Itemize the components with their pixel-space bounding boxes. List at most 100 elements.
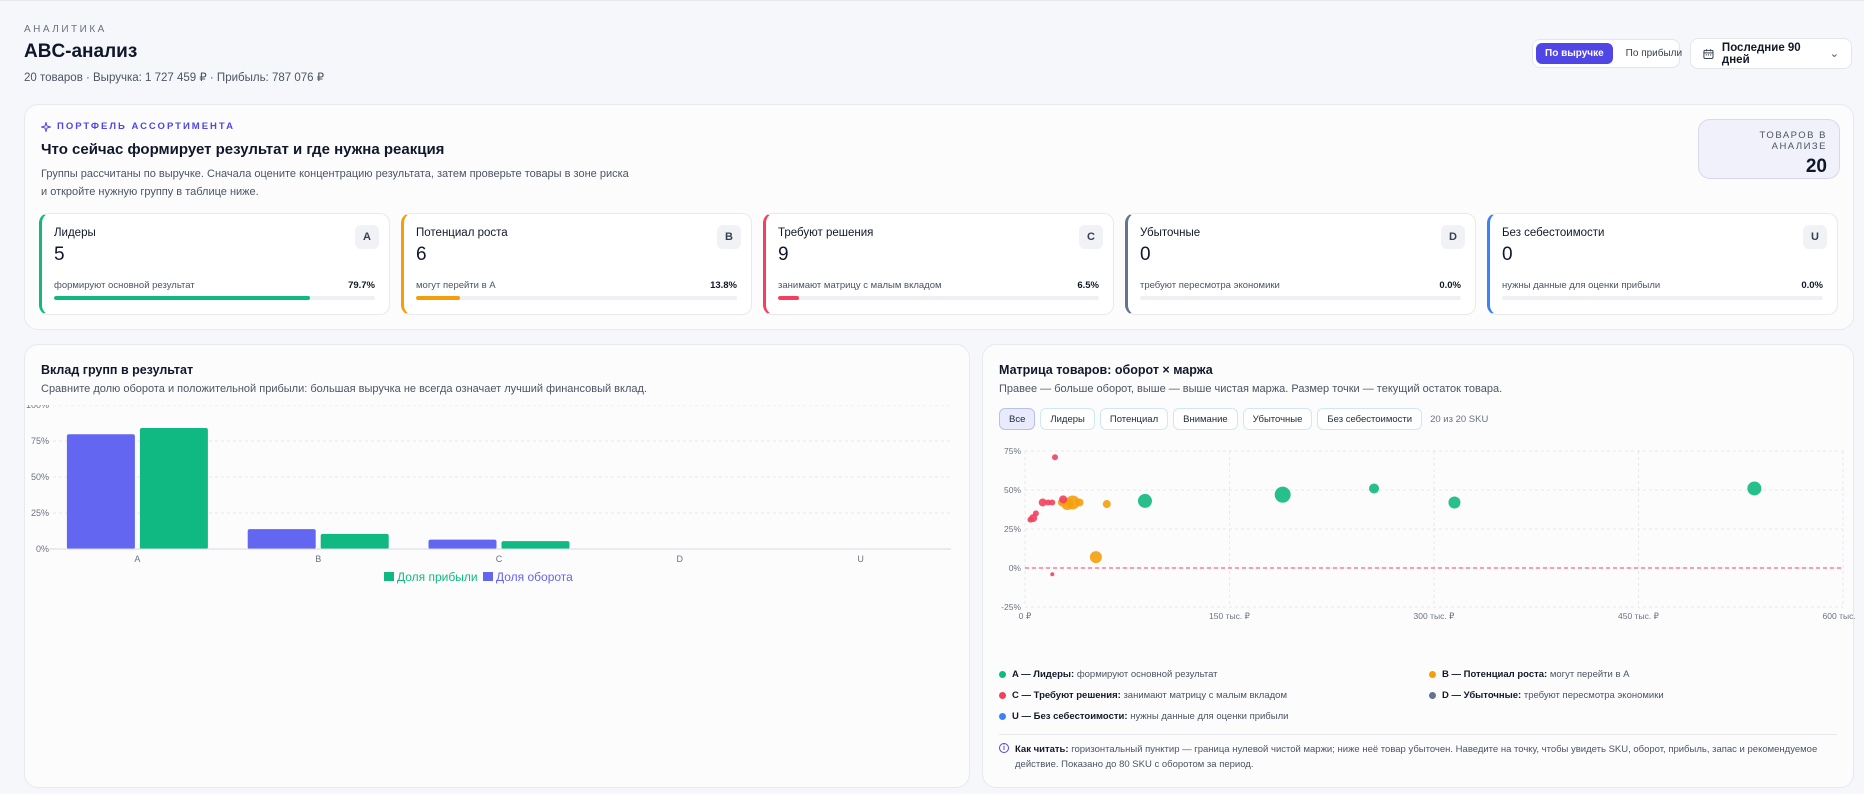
matrix-filters: Все Лидеры Потенциал Внимание Убыточные … (999, 408, 1488, 430)
group-card-c[interactable]: Требуют решения 9 C занимают матрицу с м… (763, 213, 1114, 315)
matrix-title: Матрица товаров: оборот × маржа (999, 363, 1213, 377)
contribution-title: Вклад групп в результат (41, 363, 194, 377)
legend-item-a: A — Лидеры: формируют основной результат (999, 669, 1218, 680)
bar (320, 533, 389, 549)
portfolio-title: Что сейчас формирует результат и где нуж… (41, 141, 445, 158)
total-items-label: ТОВАРОВ В АНАЛИЗЕ (1759, 130, 1827, 152)
group-progress-track (1140, 296, 1461, 300)
group-count: 9 (778, 244, 789, 265)
scatter-x-tick-label: 600 тыс. ₽ (1823, 611, 1855, 621)
group-progress-track (1502, 296, 1823, 300)
filter-attention[interactable]: Внимание (1173, 408, 1238, 430)
total-items-value: 20 (1805, 156, 1827, 177)
legend-key: C — Требуют решения: (1012, 690, 1121, 701)
group-progress-fill (778, 296, 799, 300)
bar-x-tick-label: U (857, 554, 864, 564)
bar-legend-swatch (384, 572, 394, 581)
bar (247, 529, 316, 549)
group-progress-track (416, 296, 737, 300)
bar-y-tick-label: 25% (31, 508, 49, 518)
group-progress-track (54, 296, 375, 300)
page-eyebrow: АНАЛИТИКА (24, 24, 107, 35)
group-percent: 13.8% (710, 280, 737, 291)
scatter-y-tick-label: 25% (1004, 524, 1021, 534)
filter-no-cost[interactable]: Без себестоимости (1317, 408, 1423, 430)
chevron-down-icon: ⌄ (1829, 48, 1839, 60)
group-name: Потенциал роста (416, 227, 508, 239)
group-card-a[interactable]: Лидеры 5 A формируют основной результат … (39, 213, 390, 315)
scatter-x-tick-label: 150 тыс. ₽ (1209, 611, 1251, 621)
sku-count: 20 из 20 SKU (1430, 413, 1489, 425)
scatter-point (1027, 516, 1034, 523)
period-label: Последние 90 дней (1721, 41, 1801, 66)
group-count: 5 (54, 244, 65, 265)
legend-text: нужны данные для оценки прибыли (1130, 711, 1289, 722)
matrix-description: Правее — больше оборот, выше — выше чист… (999, 383, 1503, 395)
legend-key: U — Без себестоимости: (1012, 711, 1128, 722)
portfolio-description: Группы рассчитаны по выручке. Сначала оц… (41, 168, 629, 198)
group-percent: 0.0% (1439, 280, 1461, 291)
bar-x-tick-label: D (677, 554, 684, 564)
scatter-point (1049, 499, 1056, 506)
scatter-point (1051, 454, 1058, 461)
bar-y-tick-label: 75% (31, 436, 49, 446)
group-progress-fill (54, 296, 310, 300)
top-border (0, 0, 1864, 1)
bar-legend-swatch (483, 572, 493, 581)
legend-dot (1429, 671, 1436, 678)
legend-dot (1429, 692, 1436, 699)
sparkle-icon (41, 121, 51, 132)
group-percent: 79.7% (348, 280, 375, 291)
scatter-x-tick-label: 450 тыс. ₽ (1618, 611, 1660, 621)
scatter-point (1059, 495, 1068, 504)
legend-dot (999, 671, 1006, 678)
group-card-b[interactable]: Потенциал роста 6 B могут перейти в A 13… (401, 213, 752, 315)
scatter-point (1274, 486, 1291, 503)
hint-text: горизонтальный пунктир — граница нулевой… (1015, 744, 1818, 770)
legend-dot (999, 713, 1006, 720)
scatter-y-tick-label: -25% (1001, 602, 1021, 612)
by-revenue-button[interactable]: По выручке (1536, 43, 1613, 64)
matrix-scatter-chart: 75% 50% 25% 0% -25%0 ₽ 150 тыс. ₽ 300 тыс. ₽ 45… (1001, 446, 1855, 621)
bar (66, 434, 135, 549)
metric-toggle: По выручке По прибыли (1532, 39, 1682, 68)
portfolio-eyebrow-text: ПОРТФЕЛЬ АССОРТИМЕНТА (57, 121, 235, 132)
bar-x-tick-label: A (134, 554, 140, 564)
group-card-u[interactable]: Без себестоимости 0 U нужны данные для о… (1487, 213, 1838, 315)
legend-text: формируют основной результат (1076, 669, 1218, 680)
group-badge: U (1803, 225, 1827, 249)
group-badge: B (717, 225, 741, 249)
filter-all[interactable]: Все (999, 408, 1036, 430)
legend-key: A — Лидеры: (1012, 669, 1075, 680)
matrix-card: Матрица товаров: оборот × маржа Правее —… (982, 344, 1855, 788)
group-description: формируют основной результат (54, 280, 195, 291)
by-profit-button[interactable]: По прибыли (1625, 48, 1683, 59)
portfolio-eyebrow: ПОРТФЕЛЬ АССОРТИМЕНТА (41, 121, 235, 132)
legend-item-d: D — Убыточные: требуют пересмотра эконом… (1429, 690, 1664, 701)
group-progress-track (778, 296, 1099, 300)
filter-leaders[interactable]: Лидеры (1040, 408, 1095, 430)
hint-key: Как читать: (1015, 744, 1069, 755)
filter-unprofitable[interactable]: Убыточные (1242, 408, 1313, 430)
scatter-y-tick-label: 0% (1009, 563, 1022, 573)
legend-dot (999, 692, 1006, 699)
legend-text: могут перейти в A (1549, 669, 1630, 680)
scatter-point (1038, 498, 1047, 507)
group-percent: 6.5% (1077, 280, 1099, 291)
calendar-icon (1703, 48, 1714, 59)
bar-legend-label: Доля оборота (496, 570, 573, 584)
scatter-x-tick-label: 0 ₽ (1019, 611, 1032, 621)
scatter-point (1369, 483, 1380, 494)
bar (428, 539, 497, 549)
reading-hint: i Как читать: горизонтальный пунктир — г… (999, 742, 1839, 772)
period-select[interactable]: Последние 90 дней ⌄ (1690, 38, 1852, 69)
bar (501, 541, 570, 549)
bar-y-tick-label: 100% (26, 405, 49, 410)
group-name: Требуют решения (778, 227, 874, 239)
group-card-d[interactable]: Убыточные 0 D требуют пересмотра экономи… (1125, 213, 1476, 315)
contribution-description: Сравните долю оборота и положительной пр… (41, 383, 647, 395)
group-count: 0 (1140, 244, 1151, 265)
page-title: ABC-анализ (24, 41, 138, 62)
legend-item-c: C — Требуют решения: занимают матрицу с … (999, 690, 1287, 701)
filter-potential[interactable]: Потенциал (1099, 408, 1169, 430)
